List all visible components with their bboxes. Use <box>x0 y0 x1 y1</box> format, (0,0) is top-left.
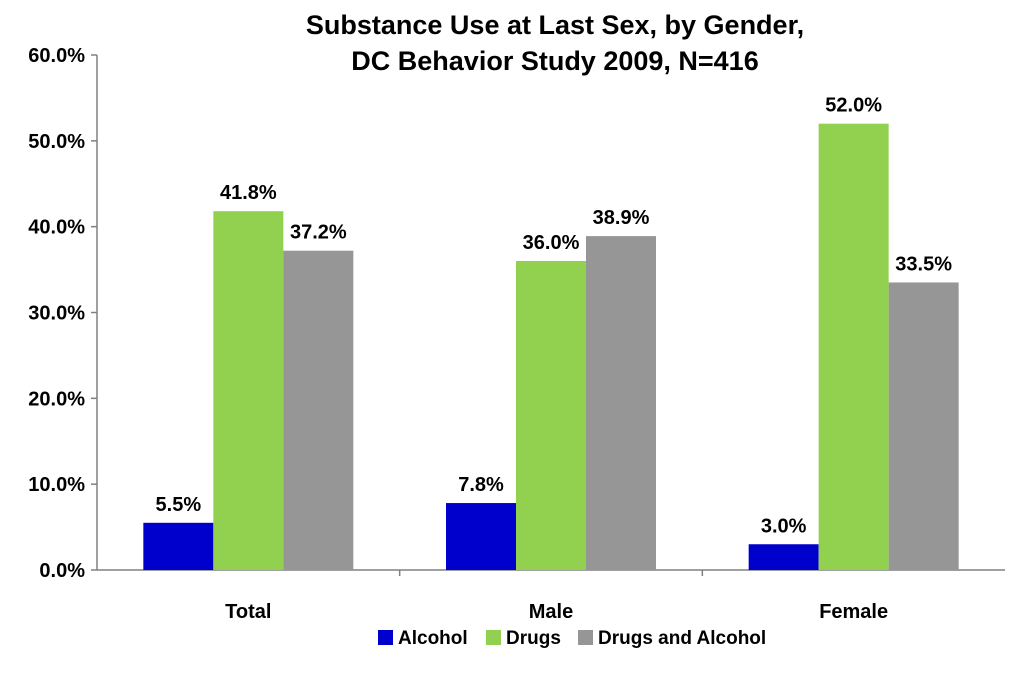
bar-data-label: 41.8% <box>220 182 277 204</box>
chart-title-line-1: Substance Use at Last Sex, by Gender, <box>306 10 804 40</box>
chart-legend: Alcohol Drugs Drugs and Alcohol <box>378 628 766 649</box>
bar <box>143 522 214 570</box>
bar <box>818 123 889 571</box>
legend-entry-label: Drugs <box>506 628 561 649</box>
bar-data-label: 36.0% <box>523 232 580 254</box>
x-tick-label: Female <box>819 601 888 623</box>
bar-data-label: 5.5% <box>156 494 202 516</box>
legend-swatch <box>486 630 501 645</box>
y-tick-label: 60.0% <box>28 45 85 67</box>
y-tick-label: 40.0% <box>28 217 85 239</box>
x-tick-label: Total <box>225 601 271 623</box>
bar <box>213 211 284 570</box>
legend-entry-label: Alcohol <box>398 628 468 649</box>
bar-data-label: 52.0% <box>825 95 882 117</box>
y-tick-label: 0.0% <box>39 560 85 582</box>
y-tick-label: 10.0% <box>28 474 85 496</box>
bar-data-label: 3.0% <box>761 515 807 537</box>
bar <box>516 261 586 570</box>
chart-title-line-2: DC Behavior Study 2009, N=416 <box>351 46 758 76</box>
legend-entry-label: Drugs and Alcohol <box>598 628 766 649</box>
x-tick-label: Male <box>529 601 573 623</box>
bar <box>283 250 354 570</box>
y-tick-label: 20.0% <box>28 388 85 410</box>
bar <box>586 236 656 570</box>
y-tick-label: 50.0% <box>28 131 85 153</box>
chart-bars <box>143 123 959 571</box>
legend-swatch <box>378 630 393 645</box>
bar <box>748 544 819 570</box>
bar-data-label: 37.2% <box>290 222 347 244</box>
bar <box>888 282 959 570</box>
bar <box>446 503 516 570</box>
bar-data-label: 33.5% <box>895 253 952 275</box>
chart-data-labels: 5.5% 41.8% 37.2% 7.8% 36.0% 38.9% 3.0% 52.0% 33.… <box>156 95 953 538</box>
legend-swatch <box>578 630 593 645</box>
y-tick-label: 30.0% <box>28 303 85 325</box>
bar-data-label: 7.8% <box>458 474 504 496</box>
bar-data-label: 38.9% <box>593 207 650 229</box>
